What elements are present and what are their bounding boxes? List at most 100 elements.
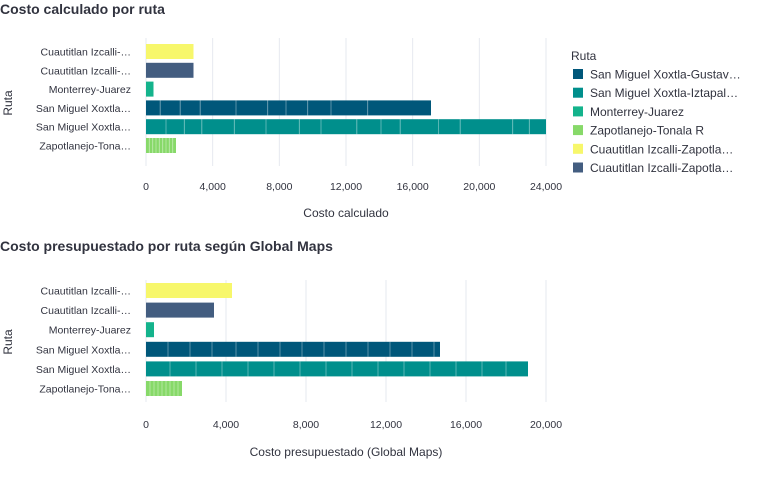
bar-segment[interactable] (234, 119, 266, 135)
bar-segment[interactable] (178, 381, 182, 396)
y-category-label: San Miguel Xoxtla… (36, 364, 131, 376)
chart-1-title: Costo calculado por ruta (0, 1, 165, 17)
bar-segment[interactable] (150, 381, 154, 396)
bar-segment[interactable] (166, 381, 170, 396)
bar-segment[interactable] (236, 100, 268, 116)
bar-segment[interactable] (162, 381, 166, 396)
bar-segment[interactable] (146, 322, 154, 338)
x-tick-label: 0 (143, 181, 149, 193)
bar-segment[interactable] (482, 361, 506, 377)
bar-segment[interactable] (352, 361, 378, 377)
bar-segment[interactable] (222, 361, 248, 377)
bar-segment[interactable] (356, 119, 381, 135)
bar-segment[interactable] (154, 381, 158, 396)
bar-segment[interactable] (321, 119, 357, 135)
bar-segment[interactable] (274, 361, 300, 377)
bar-segment[interactable] (331, 100, 368, 116)
bar-segment[interactable] (169, 138, 173, 153)
legend-item-label[interactable]: Cuautitlan Izcalli-Zapotla… (590, 142, 733, 156)
bar-segment[interactable] (368, 341, 390, 357)
bar-segment[interactable] (166, 138, 170, 153)
bar-segment[interactable] (248, 361, 274, 377)
bar-segment[interactable] (280, 341, 302, 357)
bar-segment[interactable] (212, 341, 236, 357)
x-tick-label: 16,000 (397, 181, 429, 193)
bar-segment[interactable] (159, 138, 163, 153)
chart-1-bars (146, 44, 546, 153)
bar-segment[interactable] (146, 361, 170, 377)
bar-segment[interactable] (381, 119, 401, 135)
bar-segment[interactable] (430, 361, 456, 377)
y-category-label: San Miguel Xoxtla… (36, 344, 131, 356)
bar-segment[interactable] (146, 62, 194, 78)
bar-segment[interactable] (170, 381, 174, 396)
bar-segment[interactable] (307, 100, 331, 116)
bar-segment[interactable] (172, 138, 176, 153)
bar-segment[interactable] (200, 100, 236, 116)
bar-segment[interactable] (266, 119, 300, 135)
bar-segment[interactable] (201, 119, 235, 135)
bar-segment[interactable] (286, 100, 308, 116)
bar-segment[interactable] (390, 341, 412, 357)
bar-segment[interactable] (168, 341, 190, 357)
x-tick-label: 20,000 (463, 181, 495, 193)
bar-segment[interactable] (529, 119, 546, 135)
bar-segment[interactable] (156, 138, 160, 153)
bar-segment[interactable] (438, 119, 461, 135)
bar-segment[interactable] (146, 381, 150, 396)
bar-segment[interactable] (146, 81, 154, 97)
bar-segment[interactable] (146, 283, 232, 298)
bar-segment[interactable] (258, 341, 280, 357)
y-category-label: San Miguel Xoxtla… (36, 103, 131, 115)
bar-segment[interactable] (146, 100, 161, 116)
y-category-label: San Miguel Xoxtla… (36, 122, 131, 134)
bar-segment[interactable] (346, 341, 368, 357)
bar-segment[interactable] (162, 138, 166, 153)
bar-segment[interactable] (412, 341, 434, 357)
legend-item-label[interactable]: San Miguel Xoxtla-Iztapal… (590, 86, 738, 100)
bar-segment[interactable] (149, 138, 153, 153)
bar-segment[interactable] (180, 100, 201, 116)
bar-segment[interactable] (404, 361, 430, 377)
bar-segment[interactable] (146, 44, 194, 59)
bar-segment[interactable] (236, 341, 258, 357)
bar-segment[interactable] (152, 138, 156, 153)
bar-segment[interactable] (456, 361, 482, 377)
bar-segment[interactable] (160, 100, 181, 116)
bar-segment[interactable] (196, 361, 222, 377)
bar-segment[interactable] (367, 100, 431, 116)
y-category-label: Monterrey-Juarez (49, 84, 131, 96)
y-category-label: Monterrey-Juarez (49, 325, 131, 337)
bar-segment[interactable] (460, 119, 513, 135)
bar-segment[interactable] (326, 361, 352, 377)
bar-segment[interactable] (184, 119, 202, 135)
bar-segment[interactable] (512, 119, 530, 135)
legend-item-label[interactable]: Cuautitlan Izcalli-Zapotla… (590, 161, 733, 175)
bar-segment[interactable] (166, 119, 185, 135)
bar-segment[interactable] (174, 381, 178, 396)
y-category-label: Cuautitlan Izcalli-… (41, 65, 131, 77)
bar-segment[interactable] (324, 341, 346, 357)
legend-item-label[interactable]: Monterrey-Juarez (590, 105, 684, 119)
bar-segment[interactable] (158, 381, 162, 396)
bar-segment[interactable] (170, 361, 196, 377)
bar-segment[interactable] (506, 361, 528, 377)
bar-segment[interactable] (434, 341, 440, 357)
bar-segment[interactable] (146, 119, 166, 135)
chart-2-bars (146, 283, 528, 396)
legend-item-label[interactable]: Zapotlanejo-Tonala R (590, 124, 704, 138)
bar-segment[interactable] (267, 100, 286, 116)
bar-segment[interactable] (378, 361, 404, 377)
bar-segment[interactable] (146, 138, 150, 153)
legend-item-label[interactable]: San Miguel Xoxtla-Gustav… (590, 68, 741, 82)
bar-segment[interactable] (300, 361, 326, 377)
bar-segment[interactable] (146, 302, 214, 318)
chart-2-title: Costo presupuestado por ruta según Globa… (0, 238, 333, 254)
bar-segment[interactable] (400, 119, 439, 135)
y-category-label: Cuautitlan Izcalli-… (41, 305, 131, 317)
bar-segment[interactable] (146, 341, 168, 357)
y-category-label: Zapotlanejo-Tona… (39, 141, 131, 153)
bar-segment[interactable] (299, 119, 321, 135)
bar-segment[interactable] (302, 341, 324, 357)
bar-segment[interactable] (190, 341, 212, 357)
